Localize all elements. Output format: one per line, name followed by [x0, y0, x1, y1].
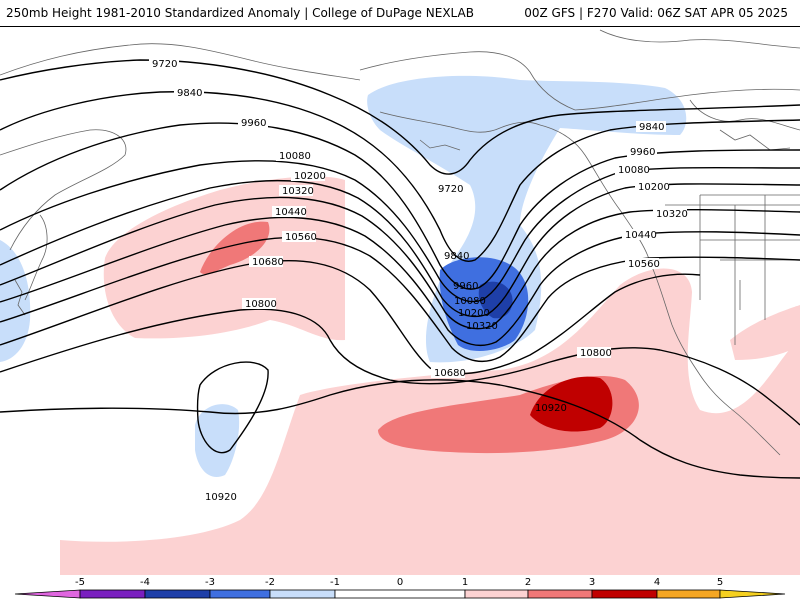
contour-9840 [0, 91, 800, 262]
model-run-info: 00Z GFS | F270 Valid: 06Z SAT APR 05 202… [524, 6, 788, 20]
contour-9960 [0, 122, 800, 290]
colorbar-tick: -1 [330, 577, 340, 588]
contour-9720 [0, 59, 800, 175]
label-10440-east: 10440 [625, 230, 657, 241]
swatch-pos5 [719, 589, 786, 599]
map-title: 250mb Height 1981-2010 Standardized Anom… [6, 6, 474, 20]
label-10920-south: 10920 [205, 492, 237, 503]
label-9960-west: 9960 [241, 118, 266, 129]
colorbar-tick: -3 [205, 577, 215, 588]
negative-anomaly-trough-core [478, 281, 513, 319]
label-10080-east: 10080 [618, 165, 650, 176]
colorbar-tick: -2 [265, 577, 275, 588]
label-10800-west: 10800 [245, 299, 277, 310]
contour-10920-loop [196, 361, 269, 454]
colorbar-tick: 4 [654, 577, 660, 588]
label-10680-south: 10680 [434, 368, 466, 379]
label-10560-east: 10560 [628, 259, 660, 270]
swatch-neg2 [209, 589, 271, 599]
label-10800-east: 10800 [580, 348, 612, 359]
colorbar-tick-labels: -5 -4 -3 -2 -1 0 1 2 3 4 5 [75, 577, 723, 588]
swatch-neg1 [269, 589, 336, 599]
label-9960-east: 9960 [630, 147, 655, 158]
colorbar-tick: 1 [462, 577, 468, 588]
label-9720-west: 9720 [152, 59, 177, 70]
anomaly-map: 9720 9840 9960 10080 10200 10320 10440 1… [0, 27, 800, 575]
swatch-pos1 [464, 589, 529, 599]
label-10560-west: 10560 [285, 232, 317, 243]
contour-labels: 9720 9840 9960 10080 10200 10320 10440 1… [149, 58, 688, 503]
swatch-pos3 [591, 589, 658, 599]
contour-10320 [0, 196, 800, 330]
label-10080-trough: 10080 [454, 296, 486, 307]
label-10680-west: 10680 [252, 257, 284, 268]
swatch-neg4 [79, 589, 146, 599]
colorbar-tick: -5 [75, 577, 85, 588]
label-9960-trough: 9960 [453, 281, 478, 292]
contour-10680 [0, 260, 701, 375]
label-10200-west: 10200 [294, 171, 326, 182]
label-9840-trough: 9840 [444, 251, 469, 262]
swatch-neg3 [144, 589, 211, 599]
label-9840-east: 9840 [639, 122, 664, 133]
label-10080-west: 10080 [279, 151, 311, 162]
colorbar-tick: 0 [397, 577, 403, 588]
contour-10800 [0, 308, 800, 426]
positive-anomaly-west-core [200, 221, 270, 275]
negative-anomaly-small [195, 404, 240, 478]
negative-anomaly-west-edge [0, 240, 31, 362]
swatch-pos4 [656, 589, 721, 599]
map-header: 250mb Height 1981-2010 Standardized Anom… [0, 0, 800, 27]
map-canvas: 9720 9840 9960 10080 10200 10320 10440 1… [0, 27, 800, 575]
contour-10200 [0, 179, 800, 318]
label-10320-east: 10320 [656, 209, 688, 220]
colorbar-tick: 3 [589, 577, 595, 588]
colorbar-swatches [14, 589, 786, 599]
colorbar-tick: -4 [140, 577, 150, 588]
label-10320-trough: 10320 [466, 321, 498, 332]
label-9720-trough: 9720 [438, 184, 463, 195]
colorbar-canvas: -5 -4 -3 -2 -1 0 1 2 3 4 5 [14, 577, 786, 599]
swatch-pos2 [527, 589, 593, 599]
colorbar-tick: 5 [717, 577, 723, 588]
anomaly-colorbar: -5 -4 -3 -2 -1 0 1 2 3 4 5 [0, 575, 800, 600]
label-10440-west: 10440 [275, 207, 307, 218]
label-10200-east: 10200 [638, 182, 670, 193]
label-10200-trough: 10200 [458, 308, 490, 319]
label-10920-east: 10920 [535, 403, 567, 414]
label-10320-west: 10320 [282, 186, 314, 197]
colorbar-tick: 2 [525, 577, 531, 588]
swatch-neg5 [14, 589, 81, 599]
label-9840-west: 9840 [177, 88, 202, 99]
swatch-zero [334, 589, 466, 599]
contour-10920-south [0, 379, 800, 479]
positive-anomaly-east-strip [730, 305, 800, 360]
